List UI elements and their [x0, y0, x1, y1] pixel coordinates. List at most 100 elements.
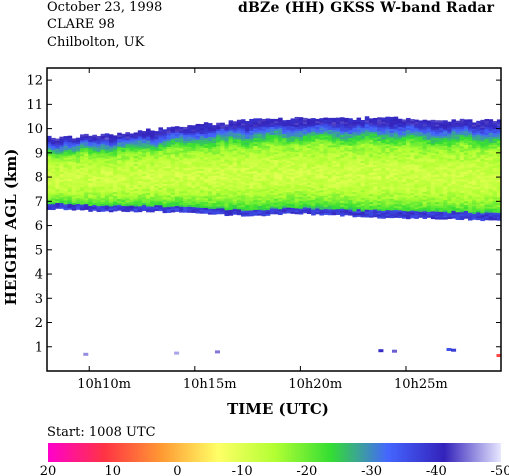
reflectivity-cell: [340, 194, 345, 198]
reflectivity-cell: [323, 127, 329, 130]
reflectivity-cell: [430, 191, 436, 194]
reflectivity-cell: [389, 177, 395, 180]
reflectivity-cell: [418, 198, 423, 201]
reflectivity-cell: [274, 200, 279, 203]
reflectivity-cell: [418, 188, 423, 191]
reflectivity-cell: [364, 160, 370, 164]
reflectivity-cell: [245, 185, 250, 188]
reflectivity-cell: [340, 181, 345, 184]
reflectivity-cell: [455, 178, 461, 182]
reflectivity-cell: [150, 167, 155, 170]
reflectivity-cell: [67, 207, 73, 210]
reflectivity-cell: [55, 179, 60, 182]
reflectivity-cell: [245, 183, 250, 186]
reflectivity-cell: [236, 183, 242, 187]
reflectivity-cell: [125, 167, 130, 170]
reflectivity-cell: [170, 148, 176, 151]
reflectivity-cell: [286, 123, 291, 127]
reflectivity-cell: [393, 188, 399, 191]
reflectivity-cell: [455, 200, 461, 203]
reflectivity-cell: [401, 202, 407, 206]
reflectivity-cell: [249, 161, 254, 164]
reflectivity-cell: [302, 203, 308, 206]
reflectivity-cell: [389, 163, 395, 166]
reflectivity-cell: [108, 134, 114, 137]
reflectivity-cell: [269, 120, 275, 124]
reflectivity-cell: [216, 149, 221, 153]
reflectivity-cell: [84, 145, 89, 148]
reflectivity-cell: [191, 210, 196, 213]
reflectivity-cell: [199, 186, 205, 189]
reflectivity-cell: [63, 200, 69, 203]
reflectivity-cell: [207, 204, 213, 207]
reflectivity-cell: [166, 202, 172, 206]
reflectivity-cell: [315, 153, 320, 157]
reflectivity-cell: [302, 181, 308, 185]
reflectivity-cell: [443, 211, 448, 214]
reflectivity-cell: [170, 179, 176, 182]
reflectivity-cell: [216, 171, 221, 174]
reflectivity-cell: [348, 143, 353, 146]
reflectivity-cell: [352, 145, 357, 148]
reflectivity-cell: [55, 165, 60, 169]
reflectivity-cell: [199, 209, 205, 212]
reflectivity-cell: [183, 187, 188, 190]
reflectivity-cell: [253, 192, 258, 195]
reflectivity-cell: [100, 195, 106, 199]
reflectivity-cell: [274, 140, 279, 143]
reflectivity-cell: [108, 165, 114, 168]
reflectivity-cell: [216, 184, 221, 188]
reflectivity-cell: [154, 131, 159, 134]
reflectivity-cell: [418, 166, 423, 170]
reflectivity-cell: [360, 119, 366, 123]
reflectivity-cell: [455, 169, 461, 172]
reflectivity-cell: [158, 146, 163, 150]
reflectivity-cell: [385, 213, 390, 216]
reflectivity-cell: [100, 157, 106, 160]
reflectivity-cell: [455, 138, 461, 141]
reflectivity-cell: [389, 132, 395, 135]
reflectivity-cell: [406, 211, 411, 214]
reflectivity-cell: [401, 210, 407, 213]
reflectivity-cell: [63, 174, 69, 178]
reflectivity-cell: [422, 203, 428, 206]
reflectivity-cell: [67, 135, 73, 139]
reflectivity-cell: [104, 143, 110, 146]
reflectivity-cell: [216, 208, 221, 211]
reflectivity-cell: [401, 195, 407, 198]
reflectivity-cell: [373, 205, 378, 208]
reflectivity-cell: [373, 160, 378, 163]
reflectivity-cell: [274, 142, 279, 145]
reflectivity-cell: [261, 175, 267, 178]
reflectivity-cell: [368, 128, 374, 131]
reflectivity-cell: [356, 158, 362, 161]
reflectivity-cell: [340, 192, 345, 196]
reflectivity-cell: [179, 163, 184, 167]
reflectivity-cell: [352, 154, 357, 158]
reflectivity-cell: [55, 156, 60, 159]
reflectivity-cell: [257, 188, 263, 191]
reflectivity-cell: [100, 164, 106, 168]
reflectivity-cell: [183, 165, 188, 169]
reflectivity-cell: [447, 156, 452, 159]
reflectivity-cell: [327, 168, 333, 171]
reflectivity-cell: [286, 209, 291, 212]
reflectivity-cell: [170, 128, 176, 131]
reflectivity-cell: [410, 119, 415, 122]
reflectivity-cell: [459, 204, 465, 207]
reflectivity-cell: [203, 168, 209, 172]
reflectivity-cell: [459, 175, 465, 178]
reflectivity-cell: [426, 147, 432, 150]
reflectivity-cell: [84, 137, 89, 141]
reflectivity-cell: [154, 183, 159, 186]
reflectivity-cell: [104, 174, 110, 177]
reflectivity-cell: [133, 155, 139, 159]
reflectivity-cell: [480, 127, 485, 130]
reflectivity-cell: [199, 188, 205, 191]
reflectivity-cell: [348, 182, 353, 185]
reflectivity-cell: [434, 160, 440, 164]
reflectivity-cell: [245, 200, 250, 203]
reflectivity-cell: [166, 171, 172, 175]
reflectivity-cell: [228, 143, 234, 146]
reflectivity-cell: [108, 196, 114, 199]
